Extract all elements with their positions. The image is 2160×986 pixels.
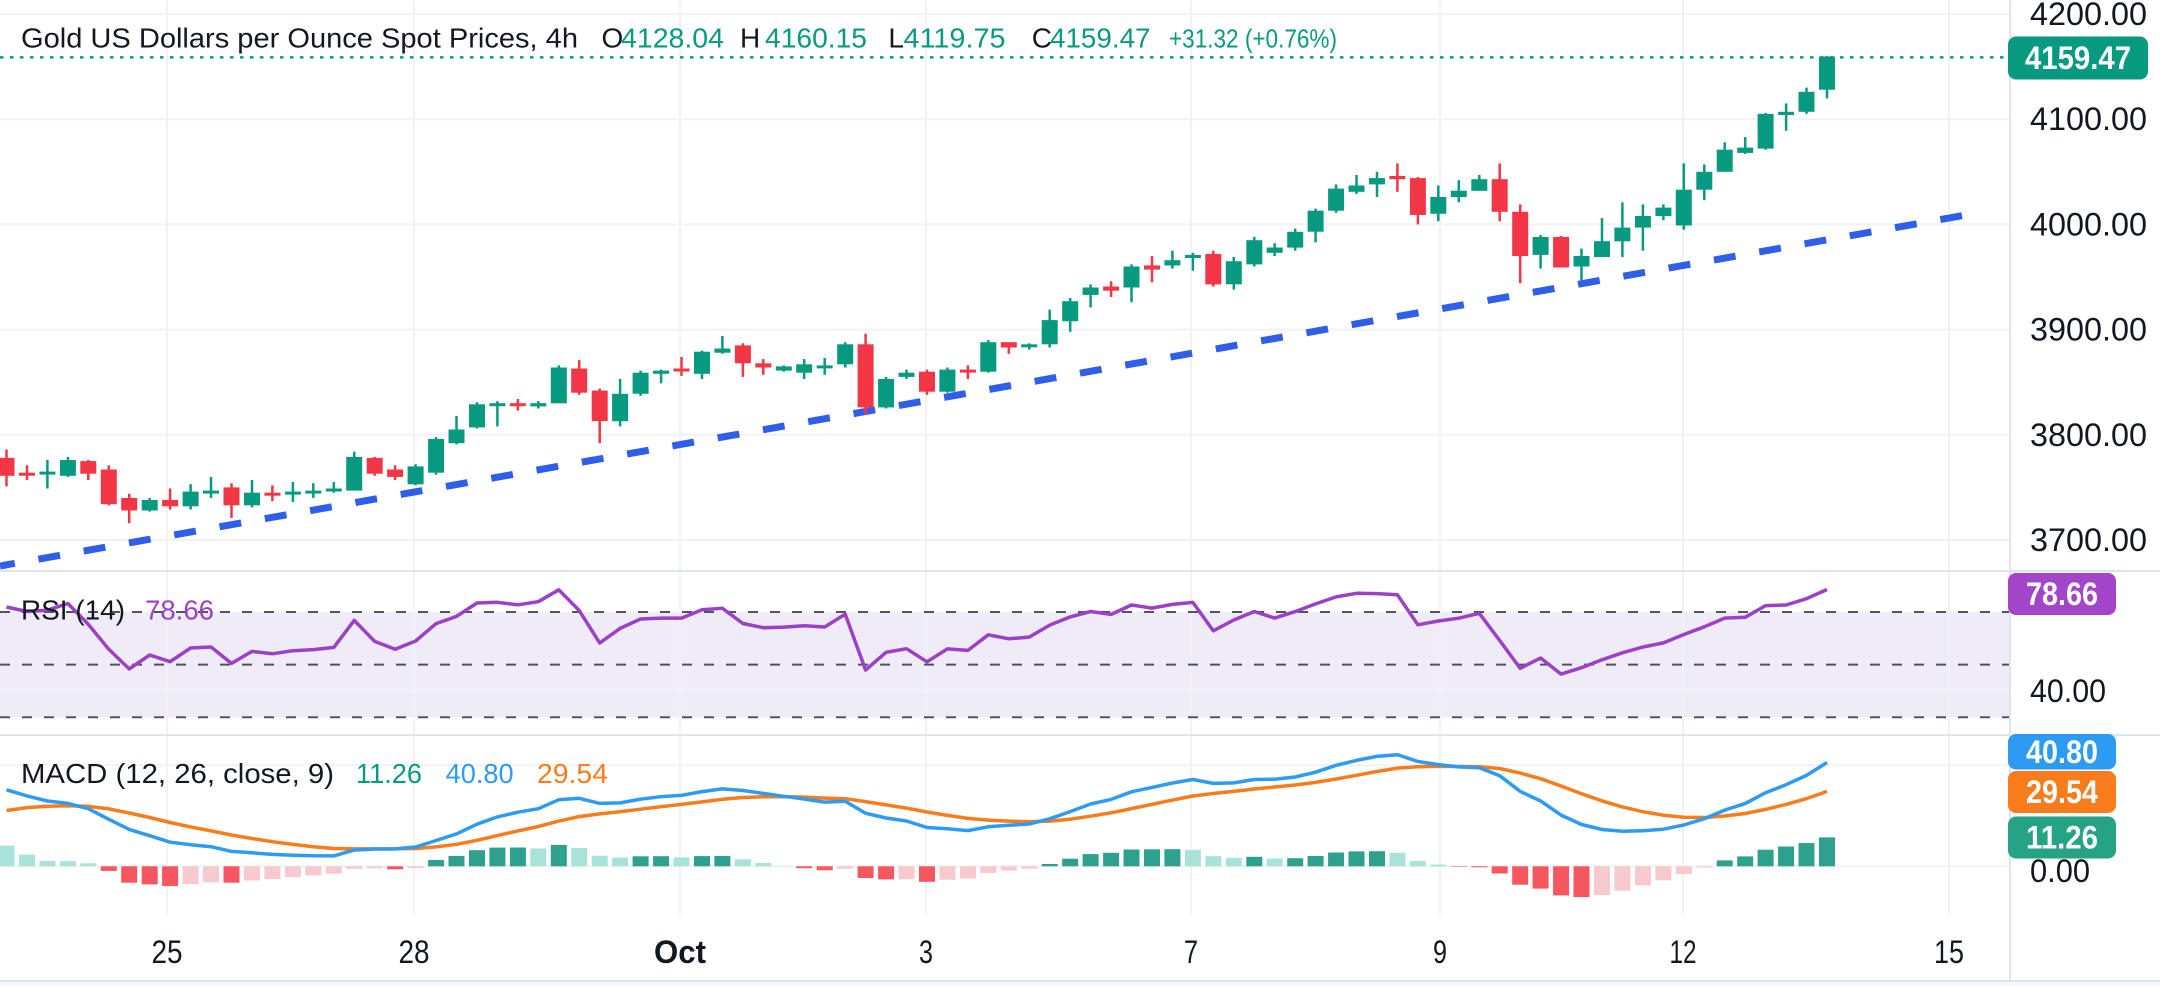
svg-text:H: H xyxy=(740,23,760,54)
svg-text:0.00: 0.00 xyxy=(2030,853,2090,889)
svg-text:11.26: 11.26 xyxy=(2026,820,2098,856)
svg-text:L: L xyxy=(888,23,904,54)
svg-text:29.54: 29.54 xyxy=(537,758,608,789)
svg-text:4200.00: 4200.00 xyxy=(2030,0,2147,32)
svg-text:4159.47: 4159.47 xyxy=(1050,23,1151,54)
svg-text:+31.32 (+0.76%): +31.32 (+0.76%) xyxy=(1169,24,1337,54)
svg-text:11.26: 11.26 xyxy=(356,758,422,789)
svg-text:RSI (14): RSI (14) xyxy=(21,595,125,626)
svg-text:25: 25 xyxy=(152,934,183,970)
svg-text:4119.75: 4119.75 xyxy=(904,23,1006,54)
svg-text:O: O xyxy=(602,23,624,54)
svg-text:12: 12 xyxy=(1670,934,1697,970)
svg-text:Gold US Dollars per Ounce Spot: Gold US Dollars per Ounce Spot Prices, 4… xyxy=(21,23,578,54)
svg-text:78.66: 78.66 xyxy=(2026,576,2098,612)
svg-text:Oct: Oct xyxy=(654,934,706,970)
svg-text:78.66: 78.66 xyxy=(145,595,214,626)
svg-text:29.54: 29.54 xyxy=(2026,774,2098,810)
svg-text:40.00: 40.00 xyxy=(2030,673,2106,709)
svg-text:MACD (12, 26, close, 9): MACD (12, 26, close, 9) xyxy=(21,758,334,789)
svg-text:3900.00: 3900.00 xyxy=(2030,312,2147,348)
svg-text:4000.00: 4000.00 xyxy=(2030,206,2147,242)
svg-text:28: 28 xyxy=(399,934,430,970)
svg-text:3800.00: 3800.00 xyxy=(2030,417,2147,453)
svg-text:7: 7 xyxy=(1184,934,1198,970)
svg-text:40.80: 40.80 xyxy=(446,758,514,789)
svg-text:3: 3 xyxy=(919,934,933,970)
svg-text:15: 15 xyxy=(1934,934,1964,970)
svg-text:4128.04: 4128.04 xyxy=(621,23,724,54)
svg-text:3700.00: 3700.00 xyxy=(2030,522,2147,558)
svg-text:4160.15: 4160.15 xyxy=(765,23,867,54)
svg-text:4159.47: 4159.47 xyxy=(2025,40,2131,76)
svg-text:C: C xyxy=(1032,23,1052,54)
svg-text:4100.00: 4100.00 xyxy=(2030,101,2147,137)
svg-text:40.80: 40.80 xyxy=(2026,734,2098,770)
svg-text:9: 9 xyxy=(1433,934,1447,970)
